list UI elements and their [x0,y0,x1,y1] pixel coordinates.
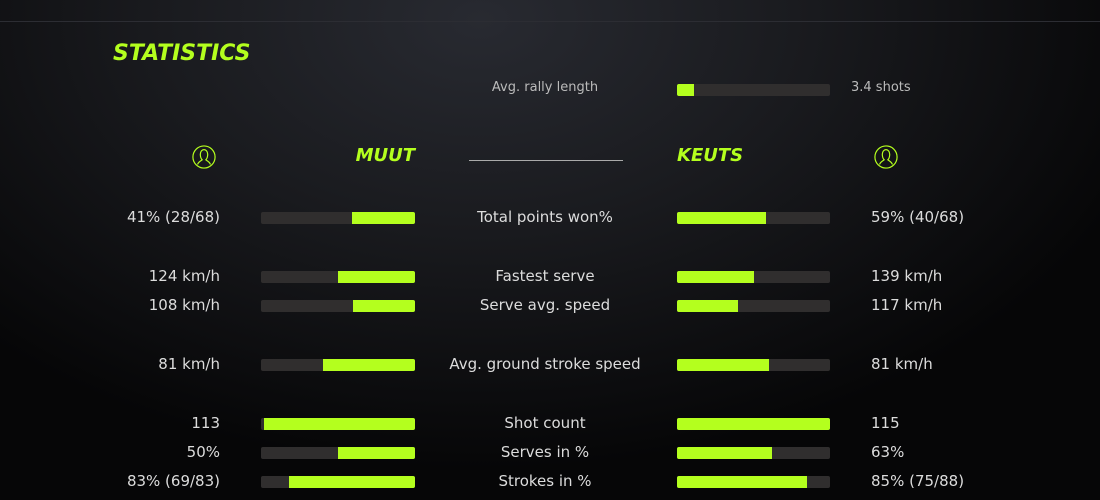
stat-right-value: 81 km/h [871,355,933,373]
stat-left-value: 124 km/h [148,267,220,285]
stat-right-bar [677,271,830,283]
stat-left-value: 108 km/h [148,296,220,314]
stat-left-value: 50% [186,443,220,461]
stat-right-bar-fill [677,359,769,371]
stat-right-bar-fill [677,418,830,430]
stat-left-bar-fill [322,359,415,371]
rally-bar [677,84,830,96]
rally-value: 3.4 shots [851,80,911,95]
stat-left-bar [261,476,415,488]
stat-right-value: 139 km/h [871,267,943,285]
stat-right-bar [677,212,830,224]
stat-left-bar-fill [288,476,415,488]
stat-right-value: 117 km/h [871,296,943,314]
user-circle-icon [192,145,216,169]
stat-left-bar-fill [353,300,415,312]
rally-bar-fill [677,84,694,96]
stat-label: Fastest serve [495,267,595,285]
stat-right-bar-fill [677,447,772,459]
stat-right-bar [677,418,830,430]
top-divider [0,21,1100,22]
stat-left-bar-fill [338,271,415,283]
stat-left-value: 41% (28/68) [126,208,220,226]
stat-right-value: 115 [871,414,900,432]
stat-right-bar [677,300,830,312]
stat-right-value: 63% [871,443,905,461]
stat-left-value: 81 km/h [158,355,220,373]
player-left-name: MUUT [355,145,415,166]
header-divider [469,160,623,161]
stat-right-bar-fill [677,476,808,488]
user-circle-icon [874,145,898,169]
stat-right-bar [677,359,830,371]
stat-left-bar [261,271,415,283]
stat-right-bar-fill [677,300,739,312]
stat-left-bar [261,447,415,459]
stat-left-value: 113 [191,414,220,432]
stat-label: Serves in % [500,443,590,461]
stat-left-bar-fill [338,447,415,459]
stat-right-bar [677,447,830,459]
stat-right-bar [677,476,830,488]
stat-label: Strokes in % [498,472,592,490]
stat-left-bar-fill [264,418,415,430]
stat-right-bar-fill [677,212,766,224]
stat-left-value: 83% (69/83) [126,472,220,490]
stat-left-bar-fill [351,212,415,224]
stat-label: Shot count [504,414,586,432]
stat-left-bar [261,300,415,312]
stat-left-bar [261,212,415,224]
stat-label: Serve avg. speed [479,296,611,314]
stat-right-value: 85% (75/88) [871,472,965,490]
rally-label: Avg. rally length [491,80,599,95]
player-right-name: KEUTS [677,145,744,166]
stat-label: Avg. ground stroke speed [449,355,641,373]
stat-left-bar [261,418,415,430]
stat-right-value: 59% (40/68) [871,208,965,226]
stat-label: Total points won% [477,208,613,226]
page-title: STATISTICS [113,41,251,66]
stat-left-bar [261,359,415,371]
stat-right-bar-fill [677,271,754,283]
